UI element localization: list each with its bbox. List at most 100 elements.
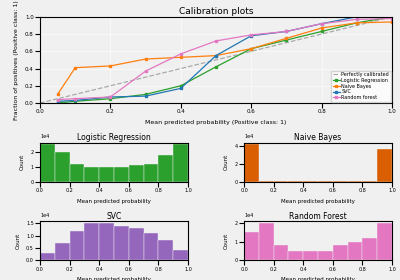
Naive Bayes	[143, 57, 148, 61]
Bar	[55, 243, 70, 260]
Bar	[259, 181, 274, 182]
Naive Bayes	[354, 21, 359, 25]
SVC	[108, 95, 113, 99]
Logistic Regression	[390, 15, 394, 18]
Bar	[114, 226, 129, 260]
Bar	[158, 155, 173, 182]
Random forest	[178, 52, 183, 55]
Line: Logistic Regression: Logistic Regression	[56, 15, 393, 104]
SVC	[55, 100, 60, 103]
Logistic Regression	[108, 97, 113, 101]
SVC	[178, 87, 183, 90]
Bar	[173, 250, 188, 260]
Y-axis label: Fraction of positives (Positive class: 1): Fraction of positives (Positive class: 1…	[14, 0, 20, 120]
Bar	[377, 149, 392, 182]
Logistic Regression	[73, 100, 78, 103]
Bar	[244, 144, 259, 182]
Logistic Regression	[214, 65, 218, 69]
Bar	[129, 228, 144, 260]
X-axis label: Mean predicted probability: Mean predicted probability	[281, 277, 355, 280]
Random forest	[284, 30, 289, 33]
Legend: Perfectly calibrated, Logistic Regression, Naive Bayes, SVC, Random forest: Perfectly calibrated, Logistic Regressio…	[331, 71, 390, 102]
Bar	[362, 238, 377, 260]
Naive Bayes	[73, 66, 78, 69]
Bar	[362, 181, 377, 182]
Random forest	[55, 98, 60, 101]
Bar	[259, 223, 274, 260]
Bar	[144, 233, 158, 260]
Naive Bayes	[214, 54, 218, 57]
SVC	[214, 54, 218, 57]
Random forest	[108, 95, 113, 99]
Title: SVC: SVC	[106, 212, 122, 221]
Logistic Regression	[319, 30, 324, 33]
SVC	[73, 99, 78, 102]
Random forest	[354, 18, 359, 21]
Naive Bayes	[319, 26, 324, 30]
Bar	[348, 242, 362, 260]
Y-axis label: Count: Count	[16, 233, 20, 249]
Logistic Regression	[284, 38, 289, 42]
Bar	[70, 230, 84, 260]
X-axis label: Mean predicted probability (Positive class: 1): Mean predicted probability (Positive cla…	[145, 120, 287, 125]
X-axis label: Mean predicted probability: Mean predicted probability	[77, 277, 151, 280]
Bar	[99, 167, 114, 182]
Bar	[318, 181, 333, 182]
Line: Random forest: Random forest	[56, 17, 393, 101]
Bar	[274, 181, 288, 182]
Bar	[84, 167, 99, 182]
Naive Bayes	[284, 37, 289, 40]
Line: Naive Bayes: Naive Bayes	[56, 21, 393, 96]
X-axis label: Mean predicted probability: Mean predicted probability	[281, 199, 355, 204]
Bar	[244, 232, 259, 260]
X-axis label: Mean predicted probability: Mean predicted probability	[77, 199, 151, 204]
Naive Bayes	[108, 64, 113, 68]
Bar	[129, 165, 144, 182]
SVC	[319, 22, 324, 25]
Naive Bayes	[55, 93, 60, 96]
Logistic Regression	[178, 84, 183, 87]
Bar	[377, 223, 392, 260]
Bar	[318, 251, 333, 260]
SVC	[143, 94, 148, 98]
Random forest	[249, 33, 254, 37]
Random forest	[214, 39, 218, 43]
Y-axis label: Count: Count	[20, 154, 25, 170]
SVC	[249, 34, 254, 38]
Title: Random Forest: Random Forest	[289, 212, 347, 221]
Bar	[303, 251, 318, 260]
Bar	[70, 164, 84, 182]
Title: Logistic Regression: Logistic Regression	[77, 134, 151, 143]
Random forest	[143, 69, 148, 73]
Line: SVC: SVC	[56, 15, 393, 103]
Random forest	[73, 97, 78, 101]
Bar	[288, 181, 303, 182]
SVC	[284, 30, 289, 33]
Naive Bayes	[390, 20, 394, 24]
SVC	[354, 15, 359, 18]
Bar	[288, 251, 303, 260]
Bar	[173, 144, 188, 182]
Bar	[40, 253, 55, 260]
Logistic Regression	[354, 21, 359, 25]
Y-axis label: Count: Count	[224, 233, 229, 249]
Y-axis label: Count: Count	[224, 154, 229, 170]
Bar	[55, 152, 70, 182]
Bar	[274, 246, 288, 260]
Bar	[114, 167, 129, 182]
Bar	[333, 246, 348, 260]
Bar	[99, 223, 114, 260]
Bar	[348, 181, 362, 182]
Naive Bayes	[178, 56, 183, 59]
Bar	[333, 181, 348, 182]
Logistic Regression	[55, 101, 60, 105]
Logistic Regression	[249, 47, 254, 50]
Naive Bayes	[249, 47, 254, 50]
Logistic Regression	[143, 93, 148, 96]
Bar	[158, 241, 173, 260]
Title: Naive Bayes: Naive Bayes	[294, 134, 342, 143]
Title: Calibration plots: Calibration plots	[179, 7, 253, 16]
SVC	[390, 15, 394, 18]
Bar	[84, 223, 99, 260]
Bar	[144, 164, 158, 182]
